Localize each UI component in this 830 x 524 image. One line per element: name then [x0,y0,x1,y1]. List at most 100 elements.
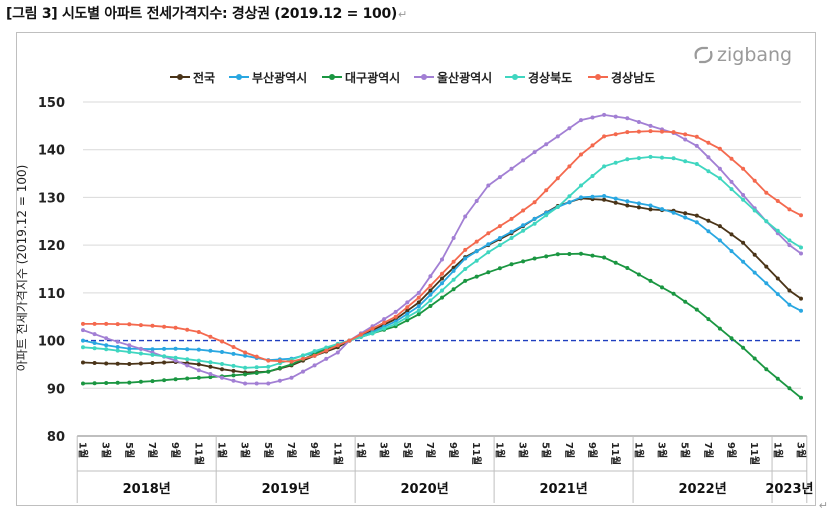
data-point [775,228,780,233]
data-point [220,350,224,354]
data-point [648,123,653,128]
data-point [590,194,595,199]
data-point [150,361,155,365]
data-point [301,356,305,361]
data-point [579,118,583,123]
data-point [231,368,236,373]
data-point [787,238,792,243]
data-point [243,365,248,370]
data-point [208,348,213,353]
data-point [451,268,456,273]
data-point [196,330,201,334]
data-point [312,363,317,368]
data-point [497,224,502,229]
data-point [694,220,699,225]
data-point [463,247,468,252]
series-경상북도 [81,154,803,370]
data-point [382,320,387,325]
data-point [799,213,803,218]
data-point [694,307,699,312]
data-point [150,352,155,357]
data-point [127,346,132,351]
year-label: 2018년 [123,482,171,497]
data-point [764,219,769,224]
data-point [486,183,491,188]
data-point [451,236,456,240]
x-tick-label: 5월 [679,442,691,458]
data-point [393,314,398,319]
data-point [729,249,734,254]
data-point [474,239,479,244]
year-label: 2021년 [540,482,588,497]
data-point [787,288,792,293]
y-tick-label: 140 [38,144,65,159]
data-point [567,252,572,256]
data-point [451,259,456,264]
data-point [243,381,248,386]
data-point [636,156,641,161]
data-point [208,360,213,365]
data-point [440,295,444,300]
data-point [694,213,699,218]
figure-title: [그림 3] 시도별 아파트 전세가격지수: 경상권 (2019.12 = 10… [6,3,407,23]
data-point [324,345,329,350]
data-point [382,317,387,322]
data-point [741,166,746,171]
data-point [463,278,468,283]
data-point [648,154,653,159]
data-point [440,257,444,262]
x-tick-label: 9월 [169,442,181,458]
data-point [625,203,630,208]
data-point [787,302,792,307]
x-tick-label: 11월 [470,442,482,465]
data-point [138,346,143,351]
x-tick-label: 3월 [517,442,529,458]
data-point [474,199,479,203]
data-point [706,169,711,174]
x-tick-label: 3월 [795,442,807,458]
data-point [671,210,676,215]
data-point [428,283,433,288]
data-point [532,200,537,205]
data-point [266,364,271,369]
data-point [474,274,479,279]
data-point [277,366,282,370]
data-point [694,162,699,166]
data-point [775,276,780,281]
data-point [92,332,97,337]
data-point [196,368,201,373]
legend-item: 전국 [170,70,215,85]
data-point [660,129,664,134]
data-point [660,207,664,212]
data-point [706,317,711,322]
legend-item: 경상남도 [588,70,655,85]
x-tick-label: 1월 [771,442,783,458]
data-point [532,150,537,155]
legend-item: 경상북도 [505,70,572,85]
data-point [115,361,120,366]
data-point [312,349,317,354]
data-point [185,363,190,368]
data-point [173,325,178,330]
data-point [694,143,699,148]
data-point [625,266,630,270]
data-point [741,197,746,202]
data-point [231,378,236,383]
series-line [83,130,802,363]
data-point [416,312,421,317]
data-point [729,232,734,237]
data-point [335,343,340,348]
data-point [405,308,410,313]
x-tick-label: 9월 [725,442,737,458]
x-tick-label: 1월 [354,442,366,458]
data-point [764,190,769,195]
data-point [405,311,410,316]
data-point [416,290,421,295]
data-point [115,345,120,349]
x-tick-label: 7월 [424,442,436,458]
data-point [428,292,433,297]
data-point [451,277,456,282]
data-point [683,211,688,216]
data-point [208,364,213,369]
data-point [173,377,178,382]
